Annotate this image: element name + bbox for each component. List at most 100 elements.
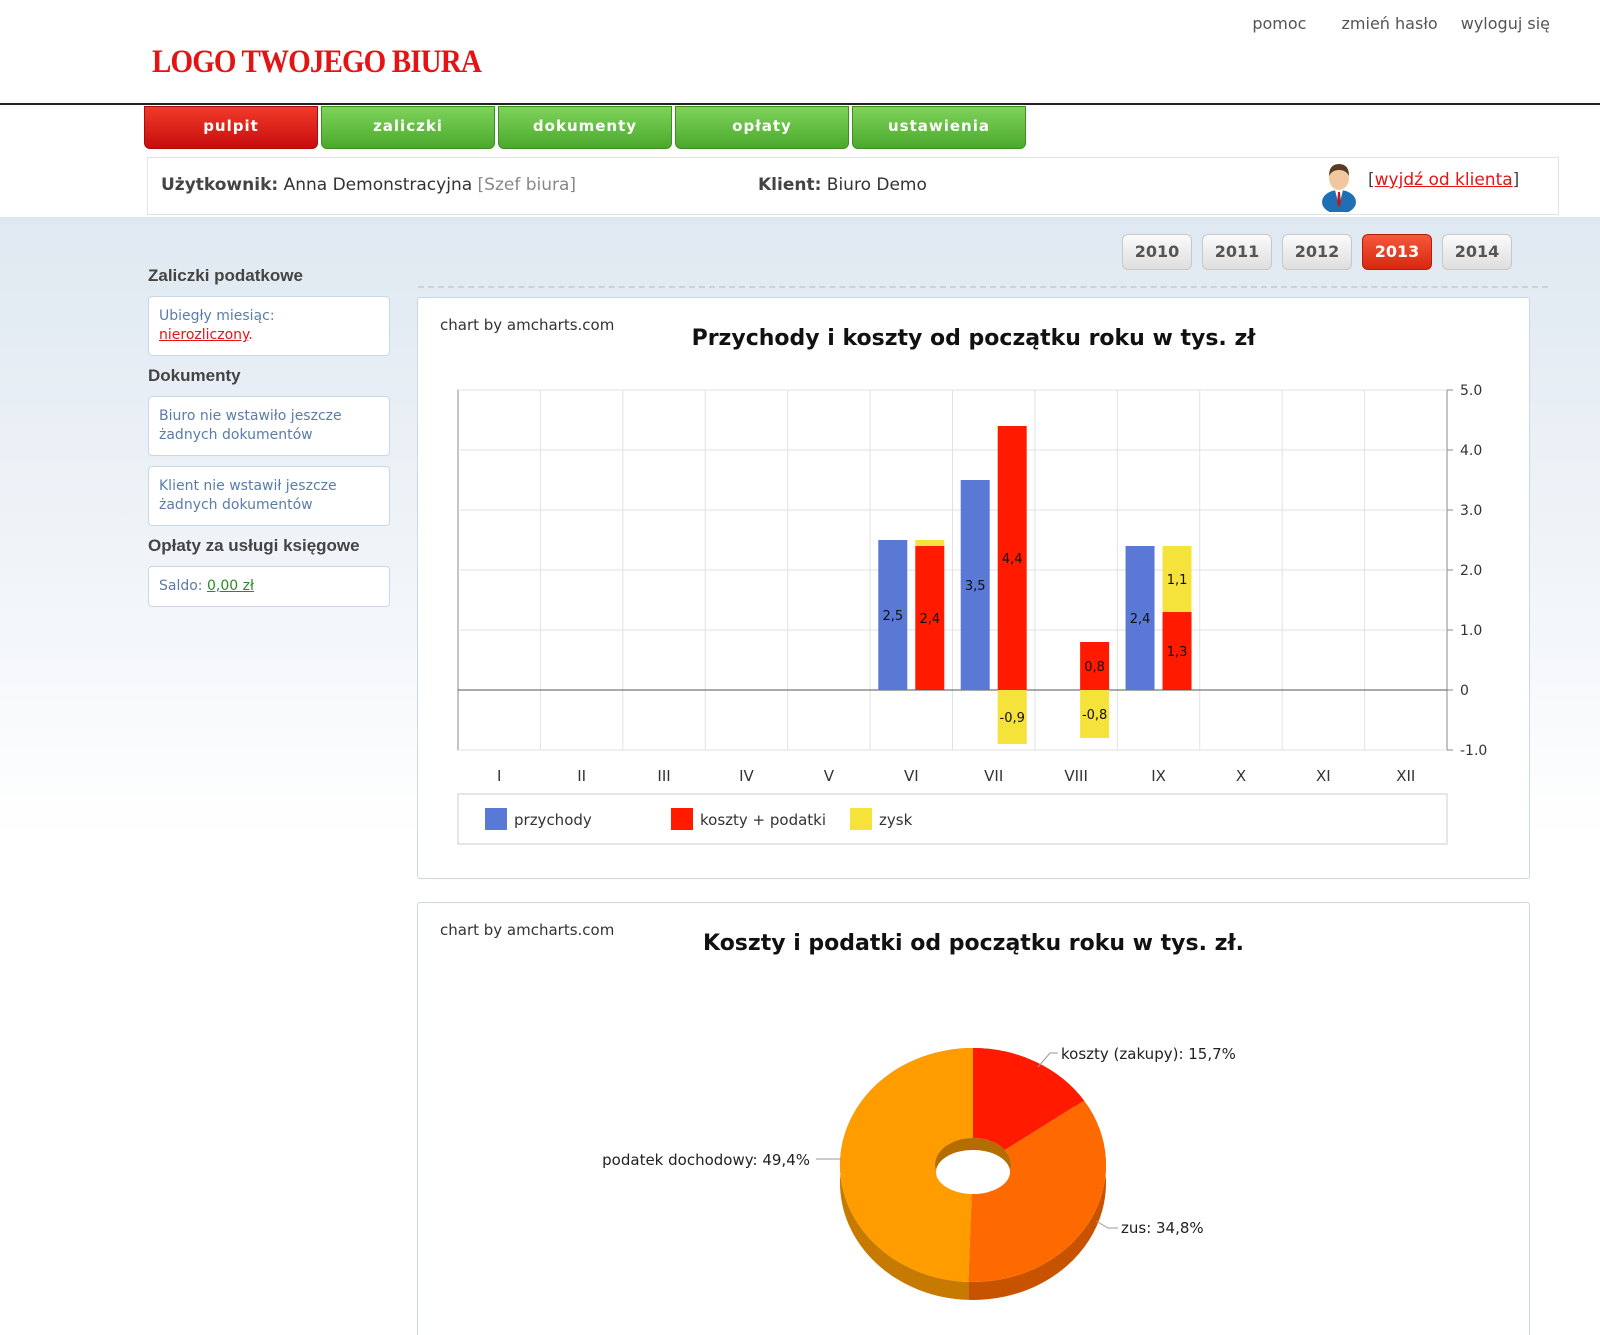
y-tick-label: 1.0 (1460, 623, 1482, 639)
help-link[interactable]: pomoc (1252, 14, 1307, 33)
user-label: Użytkownik: (161, 175, 279, 195)
advances-box: Ubiegły miesiąc: nierozliczony. (148, 296, 390, 356)
x-tick-label: X (1236, 767, 1246, 785)
pie-chart-title: Koszty i podatki od początku roku w tys.… (703, 931, 1244, 956)
year-button-2013[interactable]: 2013 (1362, 234, 1432, 270)
header-divider (0, 103, 1600, 105)
pie-slice-label: zus: 34,8% (1121, 1219, 1204, 1237)
change-password-link[interactable]: zmień hasło (1341, 14, 1438, 33)
x-tick-label: III (657, 767, 670, 785)
bar-koszty[interactable] (997, 426, 1027, 690)
bar-label: 2,5 (882, 609, 903, 624)
bar-label: -0,8 (1082, 708, 1107, 723)
bar-label: 0,8 (1084, 660, 1105, 675)
bar-koszty[interactable] (1162, 612, 1192, 690)
year-button-2010[interactable]: 2010 (1122, 234, 1192, 270)
advances-status-link[interactable]: nierozliczony (159, 327, 249, 343)
pie-slice[interactable] (973, 1048, 1085, 1151)
pie-slice[interactable] (840, 1048, 973, 1282)
tab-pulpit[interactable]: pulpit (144, 106, 318, 149)
tab-zaliczki[interactable]: zaliczki (321, 106, 495, 149)
main-nav: pulpit zaliczki dokumenty opłaty ustawie… (144, 106, 1029, 149)
bar-label: 4,4 (1002, 552, 1023, 567)
bar-label: 1,1 (1167, 573, 1188, 588)
y-tick-label: 2.0 (1460, 563, 1482, 579)
bar-przychody[interactable] (878, 540, 908, 690)
y-tick-label: 4.0 (1460, 443, 1482, 459)
bar-chart-title: Przychody i koszty od początku roku w ty… (691, 326, 1256, 351)
legend-box (457, 793, 1448, 845)
user-role: [Szef biura] (477, 175, 577, 195)
advances-text: Ubiegły miesiąc: (159, 308, 275, 324)
x-tick-label: VI (904, 767, 919, 785)
client-avatar-icon (1322, 164, 1356, 212)
legend-label[interactable]: przychody (514, 811, 592, 829)
bar-przychody[interactable] (960, 480, 990, 690)
y-tick-label: 3.0 (1460, 503, 1482, 519)
y-tick-label: 5.0 (1460, 383, 1482, 399)
x-tick-label: I (497, 767, 501, 785)
balance-value-link[interactable]: 0,00 zł (206, 578, 254, 594)
user-name: Anna Demonstracyjna (283, 175, 473, 195)
x-tick-label: XI (1316, 767, 1331, 785)
office-logo[interactable]: LOGO TWOJEGO BIURA (152, 44, 482, 80)
x-tick-label: VII (984, 767, 1003, 785)
legend-swatch[interactable] (671, 808, 693, 830)
exit-bracket-open: [ (1368, 170, 1375, 190)
x-tick-label: II (577, 767, 586, 785)
x-tick-label: IX (1151, 767, 1166, 785)
top-links: pomoc zmień hasło wyloguj się (1222, 14, 1550, 33)
x-tick-label: IV (739, 767, 754, 785)
x-tick-label: XII (1396, 767, 1415, 785)
balance-label: Saldo: (159, 578, 203, 594)
legend-swatch[interactable] (850, 808, 872, 830)
donut-hole (936, 1150, 1010, 1194)
year-button-2011[interactable]: 2011 (1202, 234, 1272, 270)
pie-chart-panel: chart by amcharts.com Koszty i podatki o… (417, 902, 1530, 1335)
user-info-bar: Użytkownik: Anna Demonstracyjna [Szef bi… (147, 157, 1559, 215)
advances-dot: . (248, 327, 253, 343)
dashed-divider (418, 286, 1548, 288)
pie-slice-label: podatek dochodowy: 49,4% (602, 1151, 810, 1169)
sidebar: Zaliczki podatkowe Ubiegły miesiąc: nier… (148, 260, 390, 617)
exit-bracket-close: ] (1512, 170, 1520, 190)
logout-link[interactable]: wyloguj się (1460, 14, 1550, 33)
tab-ustawienia[interactable]: ustawienia (852, 106, 1026, 149)
balance-box: Saldo: 0,00 zł (148, 566, 390, 607)
pie-leader-line (1095, 1220, 1118, 1229)
year-button-2014[interactable]: 2014 (1442, 234, 1512, 270)
bar-przychody[interactable] (1125, 546, 1155, 690)
year-selector: 2010 2011 2012 2013 2014 (1122, 234, 1522, 270)
pie-leader-line (1037, 1052, 1058, 1068)
bar-label: 2,4 (1130, 612, 1151, 627)
bar-koszty[interactable] (1080, 642, 1110, 690)
client-info: Klient: Biuro Demo (758, 175, 927, 195)
bar-label: 1,3 (1167, 645, 1188, 660)
bar-zysk[interactable] (915, 540, 945, 546)
advances-heading: Zaliczki podatkowe (148, 266, 303, 285)
pie-slice-side (968, 1100, 1106, 1300)
pie-slice-label: koszty (zakupy): 15,7% (1061, 1045, 1236, 1063)
exit-client: [wyjdź od klienta] (1368, 170, 1519, 190)
tab-dokumenty[interactable]: dokumenty (498, 106, 672, 149)
y-tick-label: -1.0 (1460, 743, 1487, 759)
bar-koszty[interactable] (915, 546, 945, 690)
documents-client-box: Klient nie wstawił jeszcze żadnych dokum… (148, 466, 390, 526)
chart-credit-2[interactable]: chart by amcharts.com (440, 921, 615, 939)
legend-swatch[interactable] (485, 808, 507, 830)
client-name: Biuro Demo (826, 175, 927, 195)
bar-zysk[interactable] (1080, 690, 1110, 738)
user-info: Użytkownik: Anna Demonstracyjna [Szef bi… (161, 175, 576, 195)
bar-zysk[interactable] (997, 690, 1027, 744)
pie-chart: koszty (zakupy): 15,7% zus: 34,8% podatek … (602, 1045, 1236, 1300)
bar-zysk[interactable] (1162, 546, 1192, 612)
legend-label[interactable]: zysk (879, 811, 913, 829)
legend-label[interactable]: koszty + podatki (700, 811, 826, 829)
year-button-2012[interactable]: 2012 (1282, 234, 1352, 270)
tab-oplaty[interactable]: opłaty (675, 106, 849, 149)
pie-slice[interactable] (968, 1100, 1106, 1282)
chart-credit[interactable]: chart by amcharts.com (440, 316, 615, 334)
fees-heading: Opłaty za usługi księgowe (148, 536, 360, 555)
x-tick-label: V (824, 767, 835, 785)
exit-client-link[interactable]: wyjdź od klienta (1374, 170, 1513, 190)
